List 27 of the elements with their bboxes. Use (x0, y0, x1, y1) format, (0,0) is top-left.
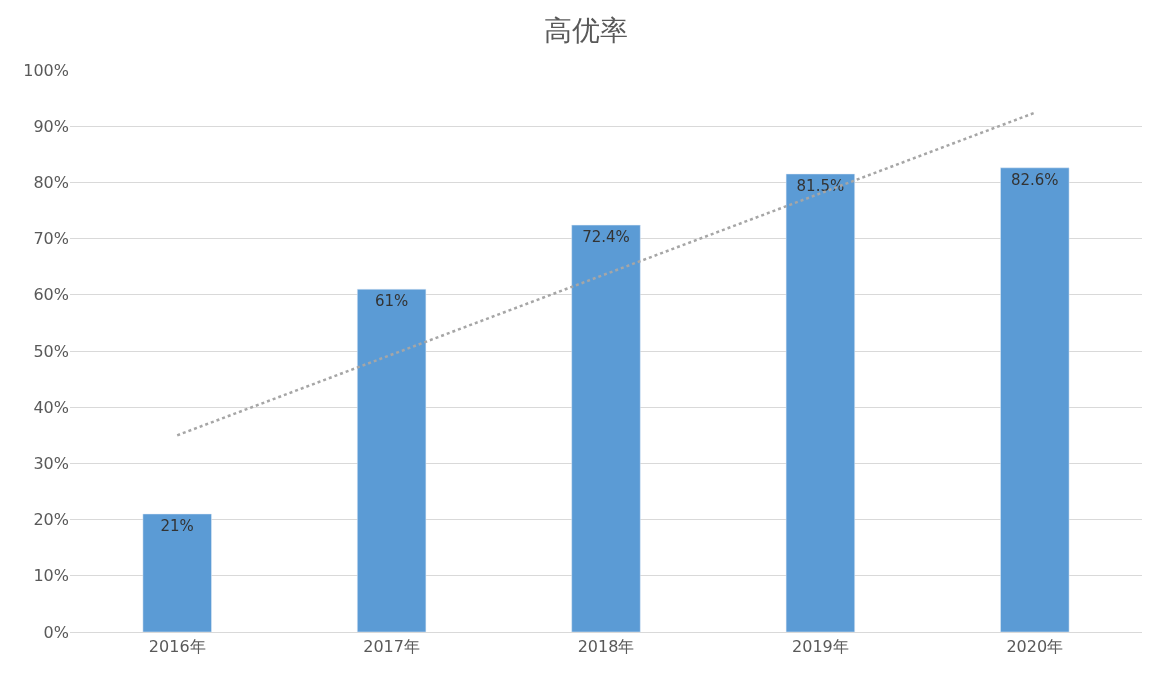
data-label: 82.6% (1010, 170, 1059, 189)
y-tick-label: 50% (33, 341, 69, 361)
chart-title: 高优率 (544, 14, 628, 48)
bar (571, 224, 641, 632)
y-tick-label: 70% (33, 229, 69, 249)
y-tick-label: 60% (33, 285, 69, 305)
bar (1000, 167, 1070, 632)
data-label: 61% (374, 292, 409, 311)
y-tick-label: 10% (33, 566, 69, 586)
data-label: 21% (160, 516, 194, 535)
y-tick-label: 40% (33, 397, 69, 417)
data-label: 72.4% (582, 228, 630, 247)
x-tick-label: 2017年 (363, 637, 420, 657)
data-label: 81.5% (796, 176, 845, 195)
x-tick-label: 2019年 (792, 637, 849, 657)
y-tick-label: 100% (23, 60, 69, 80)
bar (357, 288, 427, 632)
bar (142, 513, 212, 632)
bar (785, 173, 855, 632)
y-tick-label: 30% (33, 454, 69, 473)
y-tick-label: 0% (43, 622, 69, 642)
y-tick-label: 20% (33, 510, 69, 530)
x-tick-label: 2016年 (148, 637, 206, 657)
x-tick-label: 2018年 (577, 637, 635, 657)
x-tick-label: 2020年 (1006, 637, 1064, 657)
y-tick-label: 90% (33, 116, 69, 136)
y-tick-label: 80% (33, 173, 69, 192)
